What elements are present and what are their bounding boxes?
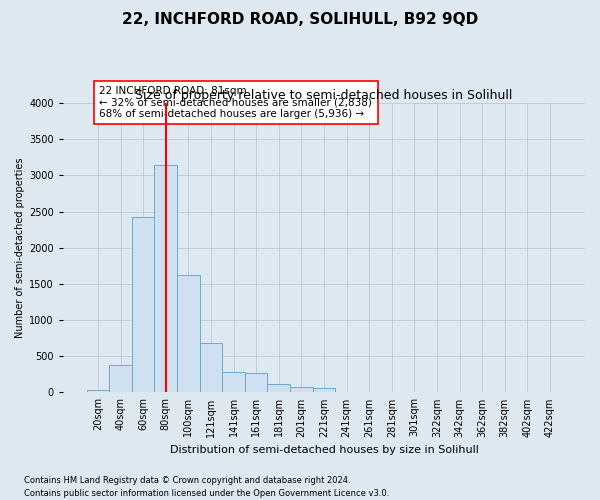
Bar [222,372,245,392]
Bar [154,164,177,392]
Bar [177,276,200,392]
Text: 22, INCHFORD ROAD, SOLIHULL, B92 9QD: 22, INCHFORD ROAD, SOLIHULL, B92 9QD [122,12,478,28]
Bar [109,365,132,392]
Bar [268,384,290,392]
Bar [245,373,268,392]
Text: 22 INCHFORD ROAD: 81sqm
← 32% of semi-detached houses are smaller (2,838)
68% of: 22 INCHFORD ROAD: 81sqm ← 32% of semi-de… [100,86,373,119]
Text: Contains HM Land Registry data © Crown copyright and database right 2024.
Contai: Contains HM Land Registry data © Crown c… [24,476,389,498]
Bar [313,388,335,392]
Title: Size of property relative to semi-detached houses in Solihull: Size of property relative to semi-detach… [135,89,512,102]
Bar [86,390,109,392]
Bar [200,343,222,392]
Bar [290,388,313,392]
Bar [132,216,154,392]
X-axis label: Distribution of semi-detached houses by size in Solihull: Distribution of semi-detached houses by … [170,445,478,455]
Y-axis label: Number of semi-detached properties: Number of semi-detached properties [15,158,25,338]
